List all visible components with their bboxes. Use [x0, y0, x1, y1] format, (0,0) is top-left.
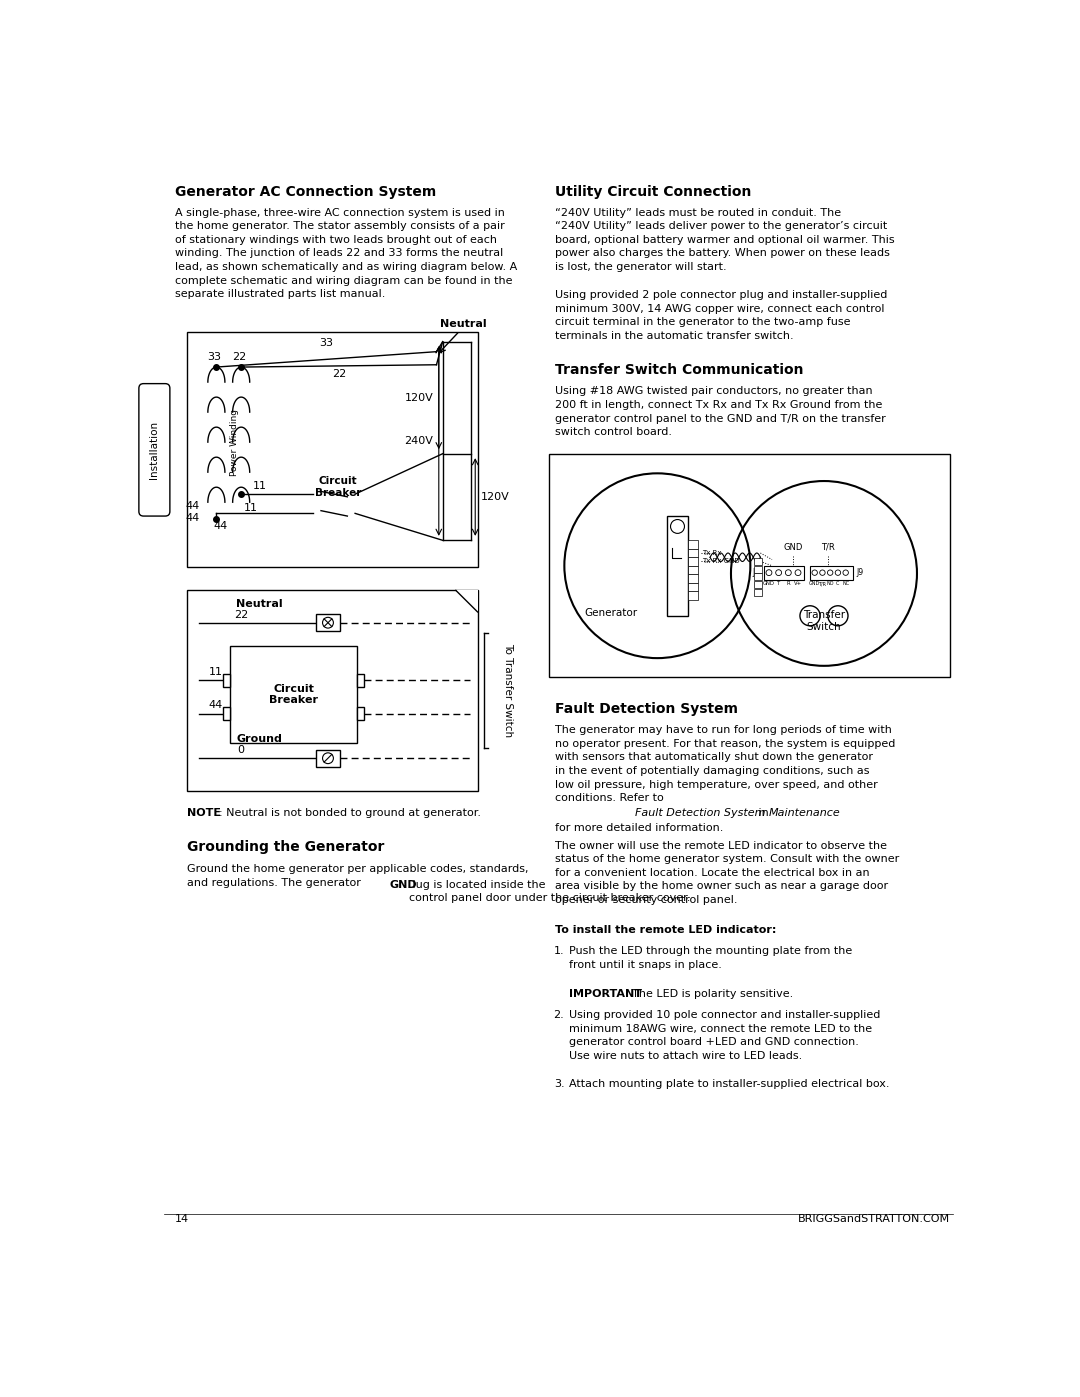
Polygon shape — [456, 591, 477, 612]
Text: 44: 44 — [214, 521, 228, 531]
Bar — [222, 675, 230, 686]
Text: T/R: T/R — [819, 581, 826, 587]
Text: GND: GND — [762, 581, 774, 587]
Text: J9: J9 — [856, 569, 864, 577]
Text: NO: NO — [826, 581, 834, 587]
Text: 2.: 2. — [554, 1010, 565, 1020]
Text: 0: 0 — [238, 745, 245, 756]
Text: R: R — [786, 581, 791, 587]
Text: Generator: Generator — [584, 608, 637, 617]
Text: Ground the home generator per applicable codes, standards,
and regulations. The : Ground the home generator per applicable… — [187, 865, 528, 888]
Text: Maintenance: Maintenance — [769, 809, 840, 819]
Text: Utility Circuit Connection: Utility Circuit Connection — [555, 184, 752, 198]
Text: 22: 22 — [234, 609, 248, 620]
Bar — [688, 541, 699, 549]
Text: Fault Detection System: Fault Detection System — [635, 809, 766, 819]
Text: 22: 22 — [332, 369, 346, 379]
Text: 240V: 240V — [405, 436, 433, 446]
Bar — [230, 645, 357, 743]
Text: Circuit
Breaker: Circuit Breaker — [269, 683, 318, 705]
Bar — [754, 566, 762, 573]
Bar — [754, 557, 762, 564]
Text: BRIGGSandSTRATTON.COM: BRIGGSandSTRATTON.COM — [798, 1214, 950, 1224]
Bar — [688, 557, 699, 566]
Text: A single-phase, three-wire AC connection system is used in
the home generator. T: A single-phase, three-wire AC connection… — [175, 208, 517, 299]
Text: 3.: 3. — [554, 1080, 565, 1090]
Text: V+: V+ — [794, 581, 802, 587]
Bar — [754, 573, 762, 580]
Bar — [357, 707, 364, 719]
Text: 1.: 1. — [554, 946, 565, 956]
Bar — [764, 566, 804, 580]
Text: Transfer
Switch: Transfer Switch — [802, 610, 845, 631]
Bar — [754, 581, 762, 588]
Bar — [688, 574, 699, 583]
Text: 22: 22 — [232, 352, 246, 362]
Text: NC: NC — [842, 581, 849, 587]
Bar — [315, 615, 340, 631]
Text: GND: GND — [809, 581, 821, 587]
Text: GND: GND — [390, 880, 418, 890]
Text: To Transfer Switch: To Transfer Switch — [503, 644, 514, 738]
Text: 33: 33 — [320, 338, 334, 348]
Text: Power Winding: Power Winding — [230, 409, 239, 475]
Text: : The LED is polarity sensitive.: : The LED is polarity sensitive. — [625, 989, 793, 999]
Text: J7: J7 — [753, 569, 759, 577]
Bar — [688, 591, 699, 599]
Text: Fault Detection System: Fault Detection System — [555, 703, 738, 717]
Text: Circuit
Breaker: Circuit Breaker — [315, 476, 361, 497]
Bar — [549, 454, 950, 678]
Text: 44: 44 — [185, 502, 200, 511]
Text: 44: 44 — [185, 513, 200, 522]
Text: Push the LED through the mounting plate from the
front until it snaps in place.: Push the LED through the mounting plate … — [569, 946, 852, 970]
Bar — [357, 675, 364, 686]
Bar — [666, 515, 688, 616]
Text: Transfer Switch Communication: Transfer Switch Communication — [555, 363, 804, 377]
Text: Using #18 AWG twisted pair conductors, no greater than
200 ft in length, connect: Using #18 AWG twisted pair conductors, n… — [555, 387, 886, 437]
Text: for more detailed information.: for more detailed information. — [555, 823, 724, 833]
Bar — [688, 583, 699, 591]
Text: Using provided 2 pole connector plug and installer-supplied
minimum 300V, 14 AWG: Using provided 2 pole connector plug and… — [555, 291, 888, 341]
Text: lug is located inside the
control panel door under the circuit breaker cover.: lug is located inside the control panel … — [408, 880, 690, 902]
Text: C: C — [836, 581, 839, 587]
Text: Attach mounting plate to installer-supplied electrical box.: Attach mounting plate to installer-suppl… — [569, 1080, 890, 1090]
Text: Tx Rx GND: Tx Rx GND — [702, 559, 740, 564]
Text: NOTE: NOTE — [187, 807, 221, 817]
Text: in: in — [755, 809, 772, 819]
Text: 120V: 120V — [405, 393, 433, 402]
Bar — [187, 591, 477, 791]
Text: T/R: T/R — [821, 543, 835, 552]
Bar — [688, 549, 699, 557]
Text: 120V: 120V — [481, 492, 510, 502]
Text: : Neutral is not bonded to ground at generator.: : Neutral is not bonded to ground at gen… — [219, 807, 482, 817]
Text: Ground: Ground — [237, 735, 283, 745]
Bar — [810, 566, 852, 580]
Text: Installation: Installation — [149, 420, 160, 479]
Text: The owner will use the remote LED indicator to observe the
status of the home ge: The owner will use the remote LED indica… — [555, 841, 900, 905]
Text: 44: 44 — [208, 700, 222, 711]
Bar — [315, 750, 340, 767]
Text: 33: 33 — [207, 352, 221, 362]
FancyBboxPatch shape — [139, 384, 170, 515]
Text: Generator AC Connection System: Generator AC Connection System — [175, 184, 436, 198]
Text: To install the remote LED indicator:: To install the remote LED indicator: — [555, 925, 777, 936]
Bar — [222, 707, 230, 719]
Text: GND: GND — [783, 543, 802, 552]
Text: The generator may have to run for long periods of time with
no operator present.: The generator may have to run for long p… — [555, 725, 895, 803]
Text: 11: 11 — [208, 668, 222, 678]
Text: 11: 11 — [243, 503, 257, 513]
Text: Tx Rx: Tx Rx — [702, 550, 721, 556]
Text: Using provided 10 pole connector and installer-supplied
minimum 18AWG wire, conn: Using provided 10 pole connector and ins… — [569, 1010, 880, 1060]
Text: Grounding the Generator: Grounding the Generator — [187, 840, 384, 854]
Bar — [187, 332, 477, 567]
Text: Neutral: Neutral — [441, 319, 487, 328]
Text: “240V Utility” leads must be routed in conduit. The
“240V Utility” leads deliver: “240V Utility” leads must be routed in c… — [555, 208, 894, 272]
Bar — [754, 588, 762, 595]
Text: 11: 11 — [253, 481, 267, 490]
Text: IMPORTANT: IMPORTANT — [569, 989, 642, 999]
Text: Neutral: Neutral — [237, 599, 283, 609]
Text: 14: 14 — [175, 1214, 189, 1224]
Bar — [688, 566, 699, 574]
Text: T: T — [777, 581, 780, 587]
